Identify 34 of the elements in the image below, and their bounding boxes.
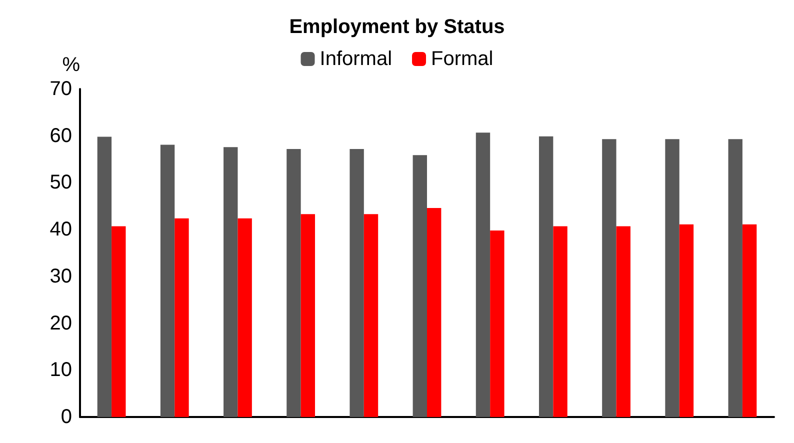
bar (679, 224, 694, 417)
y-tick-label: 40 (50, 218, 72, 241)
y-tick-label: 70 (50, 78, 72, 100)
bar (490, 230, 504, 417)
bar (350, 148, 364, 417)
bar (364, 214, 378, 417)
y-tick-label: 0 (60, 406, 72, 428)
bar (224, 147, 238, 417)
bar (412, 155, 427, 417)
bar (286, 148, 301, 417)
y-tick-label: 60 (50, 124, 72, 147)
bar (427, 208, 442, 417)
y-tick-label: 30 (50, 265, 72, 288)
bar (476, 132, 490, 417)
bar (174, 218, 189, 417)
legend-label: Informal (320, 48, 392, 70)
bar (300, 214, 316, 417)
bar (616, 226, 630, 417)
bar (160, 144, 175, 417)
bar (742, 224, 757, 417)
bar (97, 136, 112, 417)
y-tick-label: 20 (50, 312, 72, 334)
bar (238, 218, 252, 417)
bar (553, 226, 568, 417)
y-axis-title: % (62, 54, 80, 76)
bar (538, 136, 554, 417)
legend-label: Formal (431, 48, 494, 70)
bar (665, 139, 680, 417)
chart-title: Employment by Status (289, 16, 505, 38)
y-tick-label: 50 (50, 172, 72, 194)
bar (728, 139, 742, 417)
bar (602, 139, 616, 417)
y-tick-label: 10 (50, 359, 72, 382)
bar (112, 226, 126, 417)
